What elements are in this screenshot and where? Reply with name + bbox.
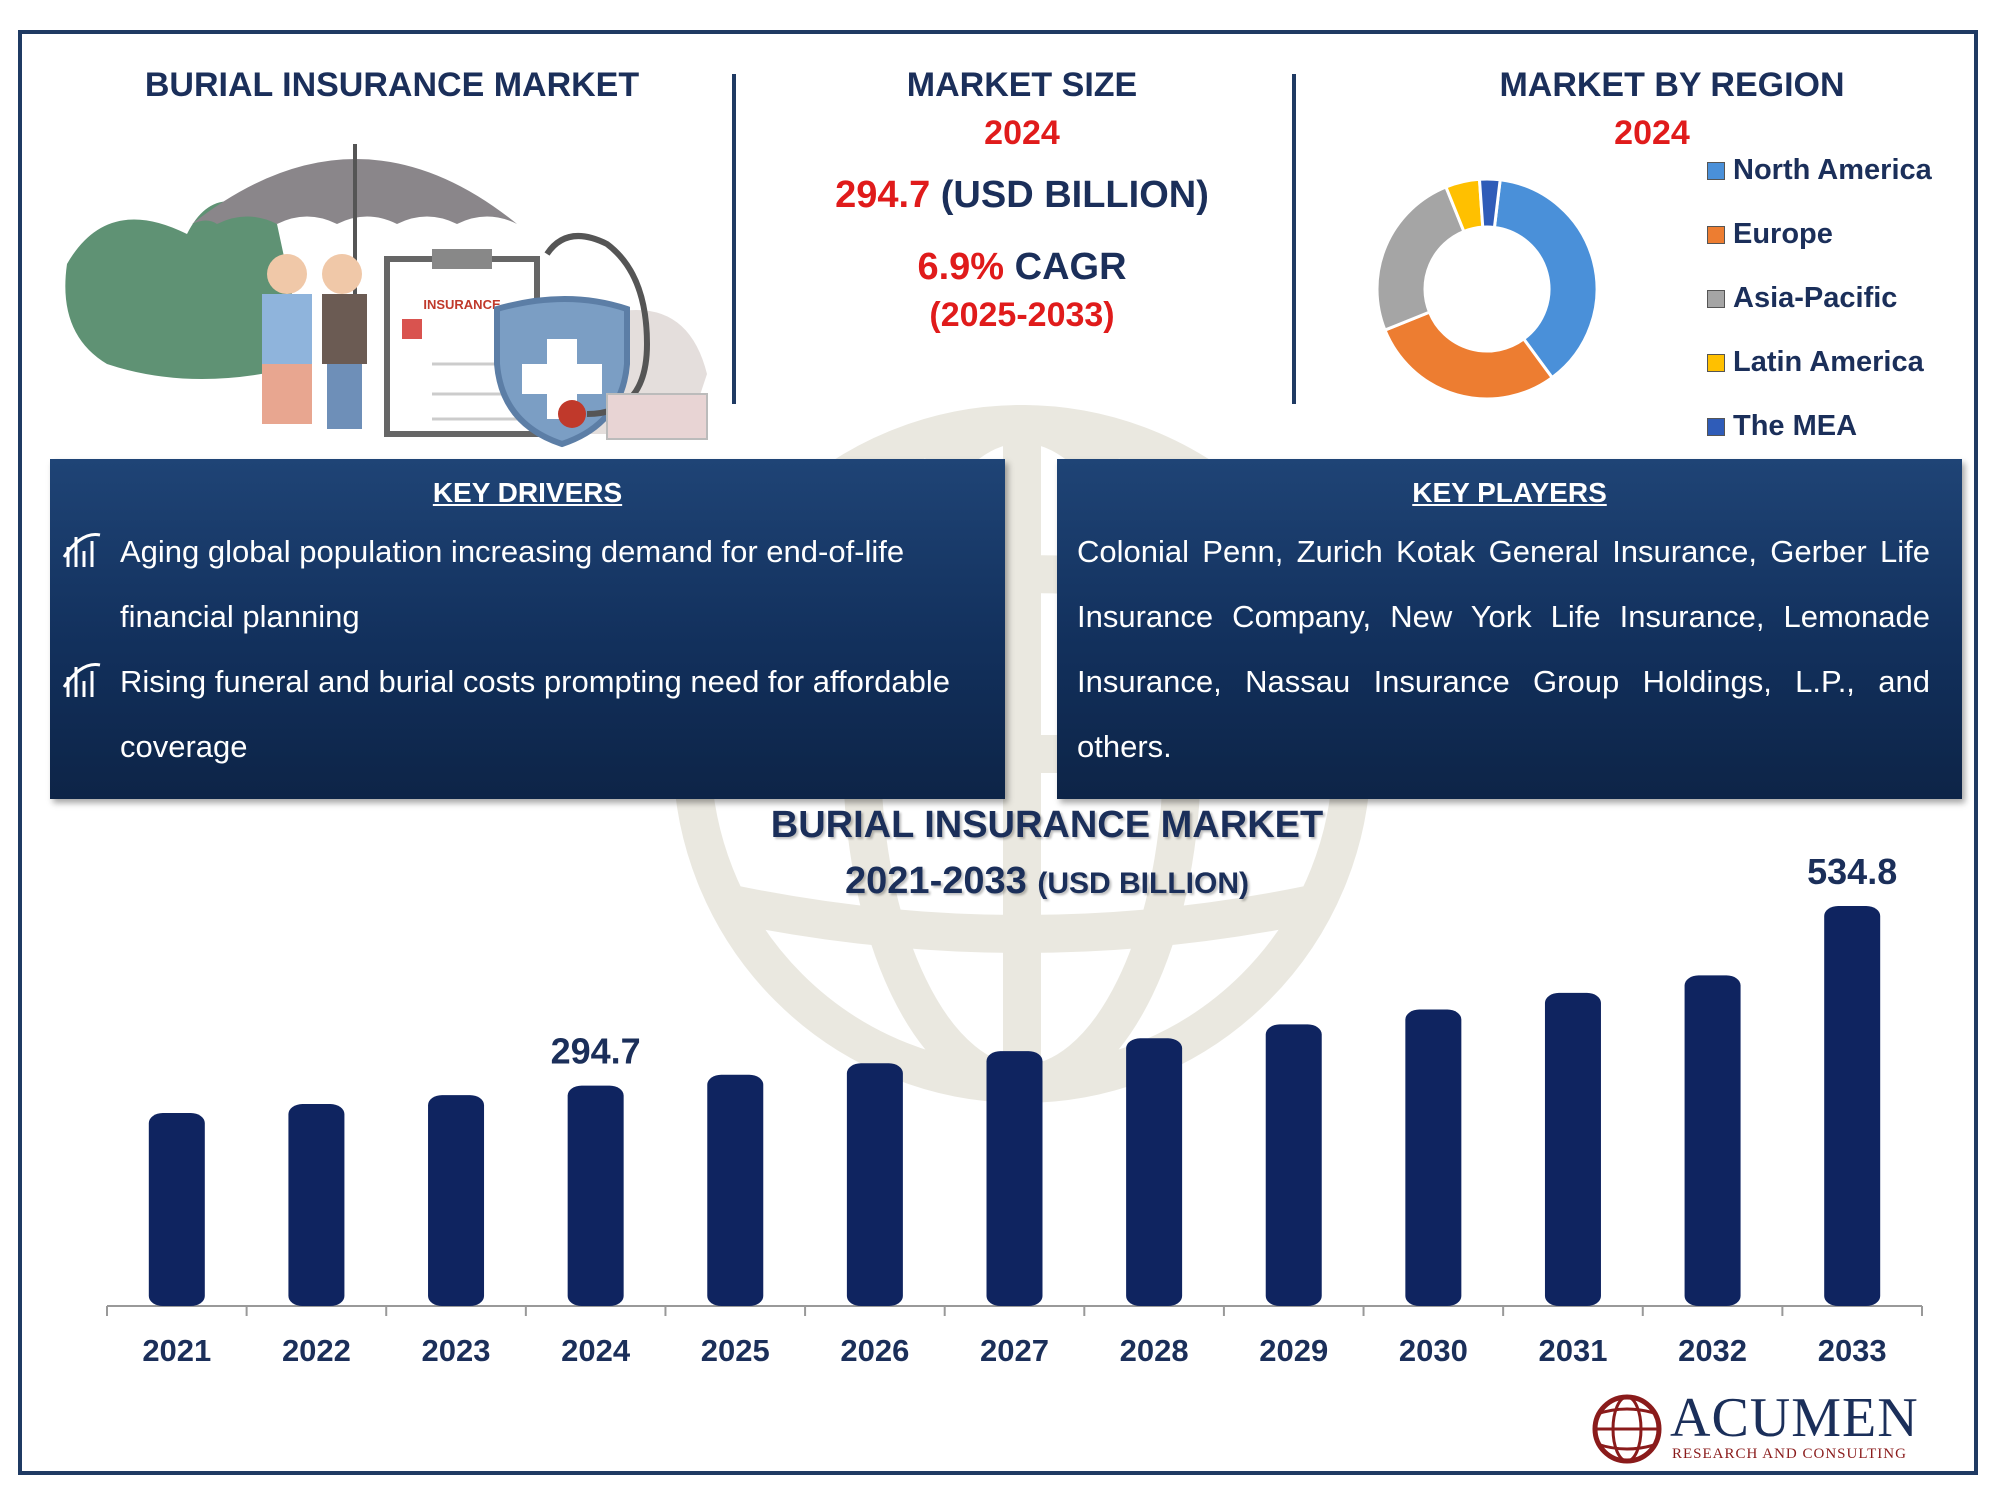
donut-slice xyxy=(1375,185,1466,333)
cagr-value: 6.9% xyxy=(917,246,1005,288)
key-drivers-panel: KEY DRIVERS Aging global population incr… xyxy=(50,459,1005,799)
data-label-2033: 534.8 xyxy=(1807,851,1897,892)
chart-subtitle-unit: (USD BILLION) xyxy=(1037,867,1249,900)
legend-swatch xyxy=(1707,354,1725,373)
key-players-text: Colonial Penn, Zurich Kotak General Insu… xyxy=(1077,534,1930,764)
key-players-panel: KEY PLAYERS Colonial Penn, Zurich Kotak … xyxy=(1057,459,1962,799)
x-tick-label: 2025 xyxy=(701,1333,770,1368)
header-divider-1 xyxy=(732,74,736,404)
data-label-2024: 294.7 xyxy=(551,1031,641,1072)
market-title: BURIAL INSURANCE MARKET xyxy=(144,66,640,104)
header-divider-2 xyxy=(1292,74,1296,404)
x-tick-label: 2026 xyxy=(840,1333,909,1368)
legend-swatch xyxy=(1707,162,1725,181)
bar-2030 xyxy=(1405,1009,1462,1306)
bar-2022 xyxy=(288,1104,345,1306)
legend-label: Latin America xyxy=(1733,346,1924,378)
cagr-label: CAGR xyxy=(1014,246,1127,288)
x-tick-label: 2032 xyxy=(1678,1333,1747,1368)
bar-2021 xyxy=(148,1113,205,1306)
legend-label: North America xyxy=(1733,154,1932,186)
bar-2024 xyxy=(567,1085,624,1306)
driver-text-1: Aging global population increasing deman… xyxy=(120,534,905,634)
x-tick-label: 2028 xyxy=(1120,1333,1189,1368)
legend-label: Europe xyxy=(1733,218,1833,250)
market-size-label: MARKET SIZE xyxy=(906,66,1138,104)
bar-2031 xyxy=(1544,992,1601,1306)
driver-item-1: Aging global population increasing deman… xyxy=(62,519,980,649)
chart-subtitle-years: 2021-2033 xyxy=(845,860,1027,902)
growth-chart-icon xyxy=(62,532,101,567)
market-bar-chart: 2021 2022 2023 2024 294.7 2025 2026 2027 2028 202… xyxy=(106,851,1923,1368)
brand-name: ACUMEN xyxy=(1670,1387,1919,1449)
insurance-illustration: INSURANCE xyxy=(65,144,708,448)
svg-text:INSURANCE: INSURANCE xyxy=(423,297,501,312)
legend-swatch xyxy=(1707,290,1725,309)
growth-chart-icon xyxy=(62,662,101,697)
key-players-title: KEY PLAYERS xyxy=(1412,477,1607,508)
driver-text-2: Rising funeral and burial costs promptin… xyxy=(120,664,951,764)
driver-item-2: Rising funeral and burial costs promptin… xyxy=(62,649,980,779)
x-tick-label: 2024 xyxy=(561,1333,631,1368)
bar-2023 xyxy=(428,1095,485,1306)
x-tick-label: 2030 xyxy=(1399,1333,1468,1368)
x-tick-label: 2027 xyxy=(980,1333,1049,1368)
legend-item: Latin America xyxy=(1707,346,1924,379)
legend-item: Asia-Pacific xyxy=(1707,282,1897,315)
bar-2025 xyxy=(707,1074,764,1306)
legend-item: Europe xyxy=(1707,218,1833,251)
legend-item: North America xyxy=(1707,154,1932,187)
infographic-frame: BURIAL INSURANCE MARKET INSURANCE MARKET… xyxy=(18,30,1978,1475)
cagr-line: 6.9% CAGR xyxy=(762,246,1282,289)
x-tick-label: 2022 xyxy=(282,1333,351,1368)
market-size-number: 294.7 xyxy=(835,174,931,216)
bar-2032 xyxy=(1684,975,1741,1306)
x-tick-label: 2021 xyxy=(142,1333,211,1368)
market-size-value: 294.7 (USD BILLION) xyxy=(762,174,1282,217)
region-donut-chart xyxy=(1375,177,1599,401)
x-tick-label: 2023 xyxy=(422,1333,491,1368)
bar-2026 xyxy=(846,1063,903,1306)
region-label: MARKET BY REGION xyxy=(1499,66,1845,104)
legend-swatch xyxy=(1707,418,1725,437)
brand-tagline: RESEARCH AND CONSULTING xyxy=(1672,1446,1907,1462)
market-size-unit: (USD BILLION) xyxy=(940,174,1209,216)
bar-2027 xyxy=(986,1051,1043,1306)
acumen-logo-icon xyxy=(1592,1394,1662,1464)
x-tick-label: 2031 xyxy=(1538,1333,1607,1368)
legend-label: Asia-Pacific xyxy=(1733,282,1898,314)
chart-title: BURIAL INSURANCE MARKET xyxy=(770,804,1324,846)
cagr-period: (2025-2033) xyxy=(929,296,1115,334)
market-size-year: 2024 xyxy=(984,114,1060,152)
legend-label: The MEA xyxy=(1733,410,1858,442)
bar-2028 xyxy=(1126,1038,1183,1306)
key-drivers-title: KEY DRIVERS xyxy=(432,477,623,508)
donut-slice xyxy=(1477,177,1502,230)
donut-slice xyxy=(1492,178,1599,380)
region-year: 2024 xyxy=(1614,114,1690,152)
x-tick-label: 2033 xyxy=(1818,1333,1887,1368)
bar-2033 xyxy=(1824,906,1881,1306)
donut-slice xyxy=(1383,310,1555,401)
legend-swatch xyxy=(1707,226,1725,245)
x-tick-label: 2029 xyxy=(1259,1333,1328,1368)
legend-item: The MEA xyxy=(1707,410,1857,443)
chart-subtitle: 2021-2033 (USD BILLION) xyxy=(722,860,1372,903)
bar-2029 xyxy=(1265,1024,1322,1306)
